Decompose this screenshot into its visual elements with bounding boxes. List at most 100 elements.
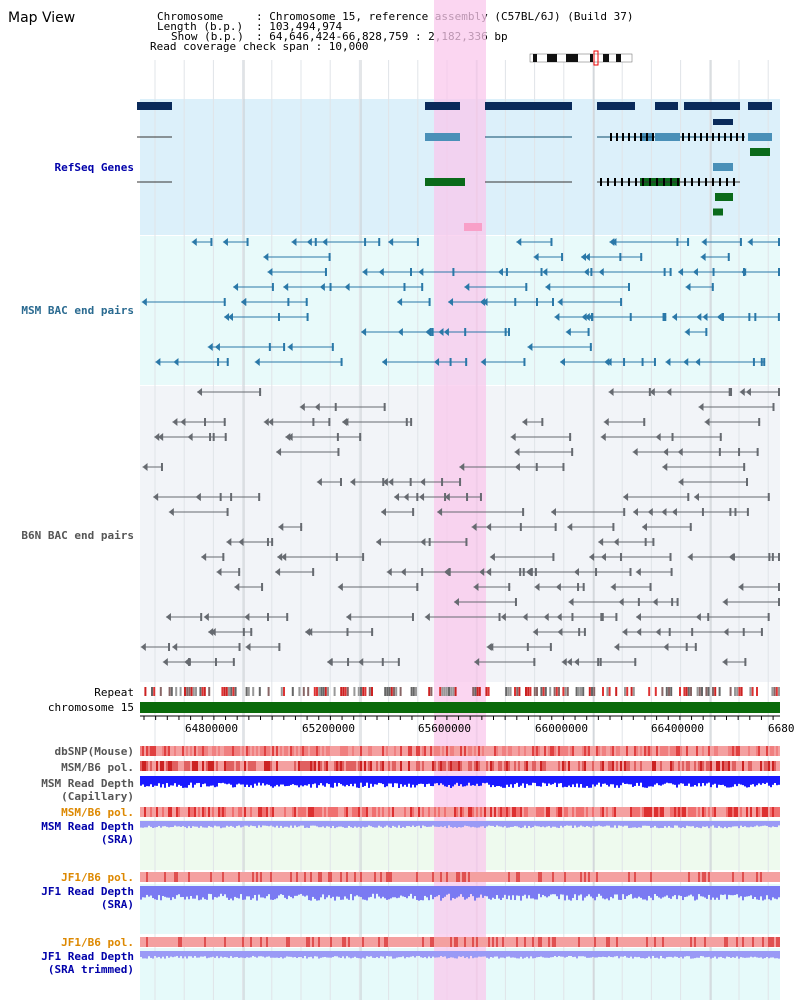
jf1-trimmed-label-1[interactable]: JF1 Read Depth bbox=[41, 950, 134, 963]
depth-bar bbox=[558, 951, 560, 957]
heat-strip bbox=[292, 746, 294, 756]
msm-b6-pol-label[interactable]: MSM/B6 pol. bbox=[61, 761, 134, 774]
depth-bar bbox=[734, 886, 736, 895]
depth-bar bbox=[178, 951, 180, 958]
depth-bar bbox=[764, 821, 766, 826]
heat-strip bbox=[298, 937, 300, 947]
depth-bar bbox=[436, 821, 438, 827]
gene-exon-mark bbox=[663, 178, 665, 186]
b6n-bac-pair-end bbox=[550, 508, 556, 516]
depth-bar bbox=[274, 886, 276, 900]
heat-strip bbox=[404, 872, 406, 882]
depth-bar bbox=[348, 821, 350, 826]
gene-exon-mark bbox=[607, 178, 609, 186]
heat-strip bbox=[576, 761, 578, 771]
heat-strip bbox=[286, 761, 288, 771]
depth-bar bbox=[550, 821, 552, 828]
b6n-bac-pair-end bbox=[335, 553, 338, 561]
depth-bar bbox=[752, 821, 754, 828]
heat-strip bbox=[260, 807, 262, 817]
depth-bar bbox=[564, 886, 566, 901]
heat-strip bbox=[534, 746, 536, 756]
heat-strip bbox=[470, 746, 472, 756]
jf1-pol-label[interactable]: JF1/B6 pol. bbox=[61, 871, 134, 884]
heat-strip bbox=[176, 761, 178, 771]
heat-strip bbox=[710, 761, 712, 771]
depth-bar bbox=[602, 821, 604, 827]
refseq-genes-label[interactable]: RefSeq Genes bbox=[54, 161, 134, 174]
heat-strip bbox=[648, 872, 650, 882]
depth-bar bbox=[190, 821, 192, 828]
depth-bar bbox=[602, 951, 604, 957]
depth-bar bbox=[390, 951, 392, 957]
heat-strip bbox=[278, 746, 280, 756]
b6n-bac-pair-end bbox=[224, 433, 227, 441]
depth-bar bbox=[306, 951, 308, 959]
heat-strip bbox=[382, 761, 384, 771]
depth-bar bbox=[524, 776, 526, 788]
depth-bar bbox=[560, 886, 562, 895]
heat-strip bbox=[272, 872, 274, 882]
depth-bar bbox=[180, 951, 182, 957]
msm-depth-sra-label-1[interactable]: MSM Read Depth bbox=[41, 820, 134, 833]
heat-strip bbox=[270, 937, 272, 947]
heat-strip bbox=[452, 807, 454, 817]
jf1-depth-label-1[interactable]: JF1 Read Depth bbox=[41, 885, 134, 898]
heat-strip bbox=[150, 761, 152, 771]
depth-bar bbox=[612, 886, 614, 899]
axis-tick-label-2: 65200000 bbox=[302, 722, 355, 735]
msm-b6-pol2-label[interactable]: MSM/B6 pol. bbox=[61, 806, 134, 819]
depth-bar bbox=[412, 886, 414, 899]
depth-bar bbox=[270, 776, 272, 787]
msm-depth-capillary-label-1[interactable]: MSM Read Depth bbox=[41, 777, 134, 790]
heat-strip bbox=[140, 761, 142, 771]
depth-bar bbox=[440, 886, 442, 901]
jf1-pol2-label[interactable]: JF1/B6 pol. bbox=[61, 936, 134, 949]
heat-strip bbox=[680, 807, 682, 817]
heat-strip bbox=[288, 746, 290, 756]
map-view-title: Map View bbox=[8, 10, 76, 26]
msm-bac-pair-end bbox=[716, 313, 722, 321]
depth-bar bbox=[496, 776, 498, 787]
heat-strip bbox=[184, 761, 186, 771]
depth-bar bbox=[428, 821, 430, 827]
depth-bar bbox=[204, 886, 206, 900]
b6n-bac-label[interactable]: B6N BAC end pairs bbox=[21, 529, 134, 542]
heat-strip bbox=[646, 807, 648, 817]
heat-strip bbox=[396, 937, 398, 947]
b6n-bac-pair-end bbox=[608, 388, 614, 396]
heat-strip bbox=[432, 807, 434, 817]
depth-bar bbox=[320, 776, 322, 784]
heat-strip bbox=[572, 807, 574, 817]
heat-strip bbox=[532, 807, 534, 817]
heat-strip bbox=[468, 761, 470, 771]
b6n-bac-pair-end bbox=[612, 523, 615, 531]
heat-strip bbox=[498, 746, 500, 756]
heat-strip bbox=[154, 937, 156, 947]
depth-bar bbox=[602, 776, 604, 784]
heat-strip bbox=[706, 746, 708, 756]
heat-strip bbox=[520, 937, 522, 947]
depth-bar bbox=[290, 821, 292, 826]
dbsnp-label[interactable]: dbSNP(Mouse) bbox=[54, 745, 134, 758]
depth-bar bbox=[754, 821, 756, 827]
heat-strip bbox=[320, 746, 322, 756]
depth-bar bbox=[314, 886, 316, 899]
repeat-mark bbox=[533, 687, 536, 696]
b6n-bac-pair-end bbox=[569, 433, 572, 441]
depth-bar bbox=[402, 886, 404, 897]
depth-bar bbox=[490, 821, 492, 826]
gene-exon-mark bbox=[614, 178, 616, 186]
b6n-bac-pair-end bbox=[614, 643, 620, 651]
depth-bar bbox=[630, 776, 632, 785]
heat-strip bbox=[244, 761, 246, 771]
depth-bar bbox=[316, 951, 318, 957]
heat-strip bbox=[760, 807, 762, 817]
depth-bar bbox=[660, 951, 662, 956]
depth-bar bbox=[446, 886, 448, 895]
heat-strip bbox=[164, 937, 166, 947]
depth-bar bbox=[164, 821, 166, 827]
msm-bac-label[interactable]: MSM BAC end pairs bbox=[21, 304, 134, 317]
depth-bar bbox=[238, 951, 240, 958]
